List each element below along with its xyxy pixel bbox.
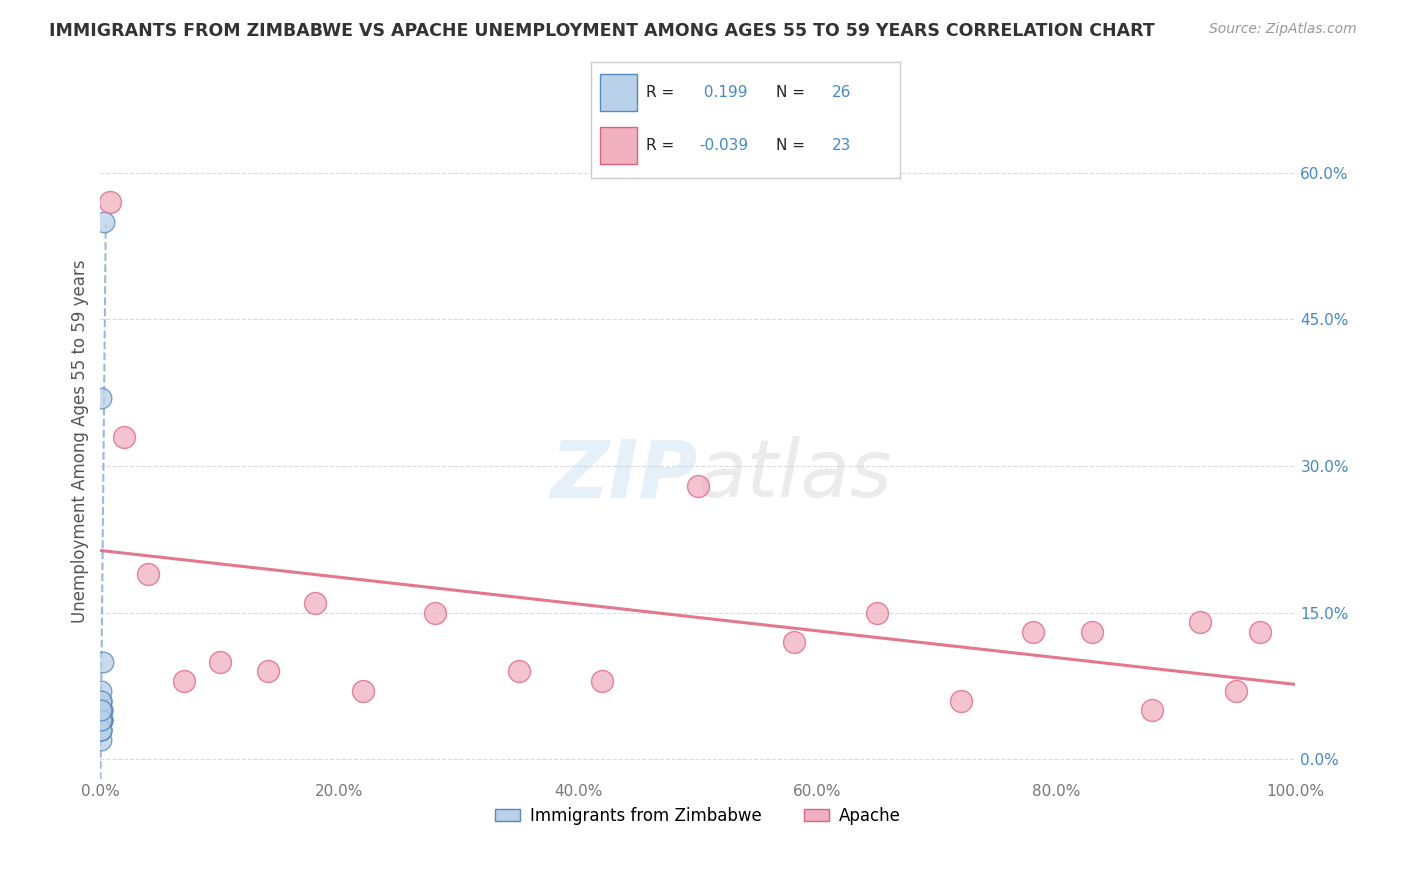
Text: -0.039: -0.039: [699, 138, 748, 153]
Point: [304, 596, 326, 610]
Point: [112, 430, 135, 444]
Point: [90, 713, 112, 727]
Point: [90, 703, 112, 717]
Point: [1188, 615, 1211, 630]
Point: [90, 703, 112, 717]
Point: [423, 606, 446, 620]
Point: [352, 684, 374, 698]
Point: [90, 703, 112, 717]
Point: [98, 194, 121, 209]
Point: [90, 713, 112, 727]
Point: [90, 713, 112, 727]
Point: [90, 713, 112, 727]
Point: [90, 723, 112, 737]
Text: IMMIGRANTS FROM ZIMBABWE VS APACHE UNEMPLOYMENT AMONG AGES 55 TO 59 YEARS CORREL: IMMIGRANTS FROM ZIMBABWE VS APACHE UNEMP…: [49, 22, 1154, 40]
Point: [208, 655, 231, 669]
Text: N =: N =: [776, 138, 810, 153]
Point: [90, 723, 112, 737]
Point: [591, 674, 613, 689]
Point: [90, 694, 112, 708]
Point: [90, 713, 112, 727]
Text: 0.199: 0.199: [699, 85, 747, 100]
Text: 26: 26: [832, 85, 851, 100]
Text: atlas: atlas: [697, 436, 893, 515]
Point: [1249, 625, 1271, 640]
Point: [91, 655, 114, 669]
Point: [686, 478, 709, 492]
Point: [90, 703, 112, 717]
Point: [1140, 703, 1163, 717]
Bar: [600, 74, 637, 112]
Y-axis label: Unemployment Among Ages 55 to 59 years: Unemployment Among Ages 55 to 59 years: [72, 260, 89, 624]
Text: R =: R =: [647, 85, 679, 100]
Point: [256, 665, 278, 679]
Point: [90, 703, 112, 717]
Point: [90, 713, 112, 727]
Point: [1081, 625, 1104, 640]
Point: [782, 635, 804, 649]
Point: [90, 703, 112, 717]
Point: [93, 214, 115, 228]
Point: [90, 694, 112, 708]
Point: [90, 391, 112, 405]
Text: ZIP: ZIP: [551, 436, 697, 515]
Point: [1021, 625, 1043, 640]
Legend: Immigrants from Zimbabwe, Apache: Immigrants from Zimbabwe, Apache: [489, 800, 907, 831]
Point: [1225, 684, 1247, 698]
Point: [866, 606, 889, 620]
Text: Source: ZipAtlas.com: Source: ZipAtlas.com: [1209, 22, 1357, 37]
Bar: [600, 128, 637, 164]
Point: [508, 665, 530, 679]
Point: [90, 694, 112, 708]
Point: [90, 723, 112, 737]
Point: [90, 732, 112, 747]
Text: 23: 23: [832, 138, 851, 153]
Point: [90, 713, 112, 727]
Point: [90, 723, 112, 737]
Text: R =: R =: [647, 138, 679, 153]
Point: [90, 684, 112, 698]
Point: [173, 674, 195, 689]
Point: [949, 694, 972, 708]
Text: N =: N =: [776, 85, 810, 100]
Point: [90, 713, 112, 727]
Point: [136, 566, 159, 581]
